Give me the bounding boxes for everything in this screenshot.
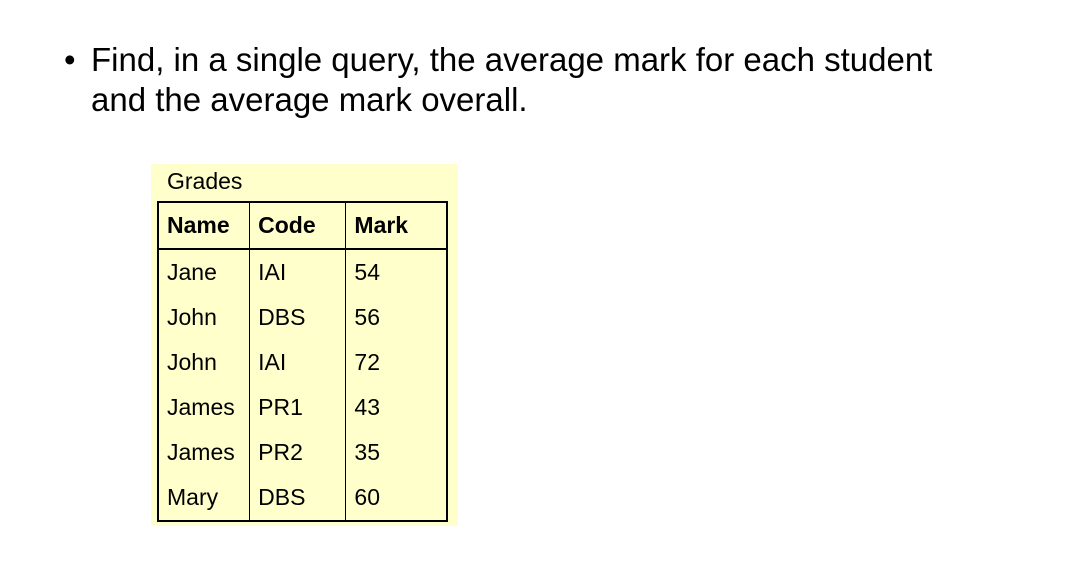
table-row: Mary DBS 60	[157, 475, 448, 521]
question-line-2: and the average mark overall.	[91, 81, 528, 118]
cell-mark: 72	[345, 340, 448, 385]
header-name: Name	[157, 202, 251, 250]
grades-table-panel: Grades Name Code Mark Jane IAI 54 John D…	[151, 164, 458, 526]
cell-code: PR2	[249, 430, 347, 475]
cell-mark: 54	[345, 249, 448, 295]
header-mark: Mark	[345, 202, 448, 250]
table-row: John IAI 72	[157, 340, 448, 385]
table-row: John DBS 56	[157, 295, 448, 340]
cell-code: IAI	[249, 340, 347, 385]
cell-name: Jane	[157, 249, 251, 295]
cell-mark: 43	[345, 385, 448, 430]
table-row: Jane IAI 54	[157, 249, 448, 295]
table-row: James PR1 43	[157, 385, 448, 430]
cell-mark: 35	[345, 430, 448, 475]
header-code: Code	[249, 202, 347, 250]
bullet-dot: •	[64, 41, 76, 78]
cell-name: John	[157, 340, 251, 385]
cell-code: DBS	[249, 295, 347, 340]
cell-name: John	[157, 295, 251, 340]
cell-name: James	[157, 430, 251, 475]
cell-name: James	[157, 385, 251, 430]
cell-code: DBS	[249, 475, 347, 521]
cell-code: PR1	[249, 385, 347, 430]
table-row: James PR2 35	[157, 430, 448, 475]
grades-table: Name Code Mark Jane IAI 54 John DBS 56 J…	[157, 201, 448, 522]
cell-code: IAI	[249, 249, 347, 295]
table-caption: Grades	[167, 168, 243, 194]
cell-mark: 60	[345, 475, 448, 521]
question-line-1: Find, in a single query, the average mar…	[91, 41, 933, 78]
cell-name: Mary	[157, 475, 251, 521]
question-text: Find, in a single query, the average mar…	[91, 40, 1011, 120]
cell-mark: 56	[345, 295, 448, 340]
table-header-row: Name Code Mark	[157, 202, 448, 250]
